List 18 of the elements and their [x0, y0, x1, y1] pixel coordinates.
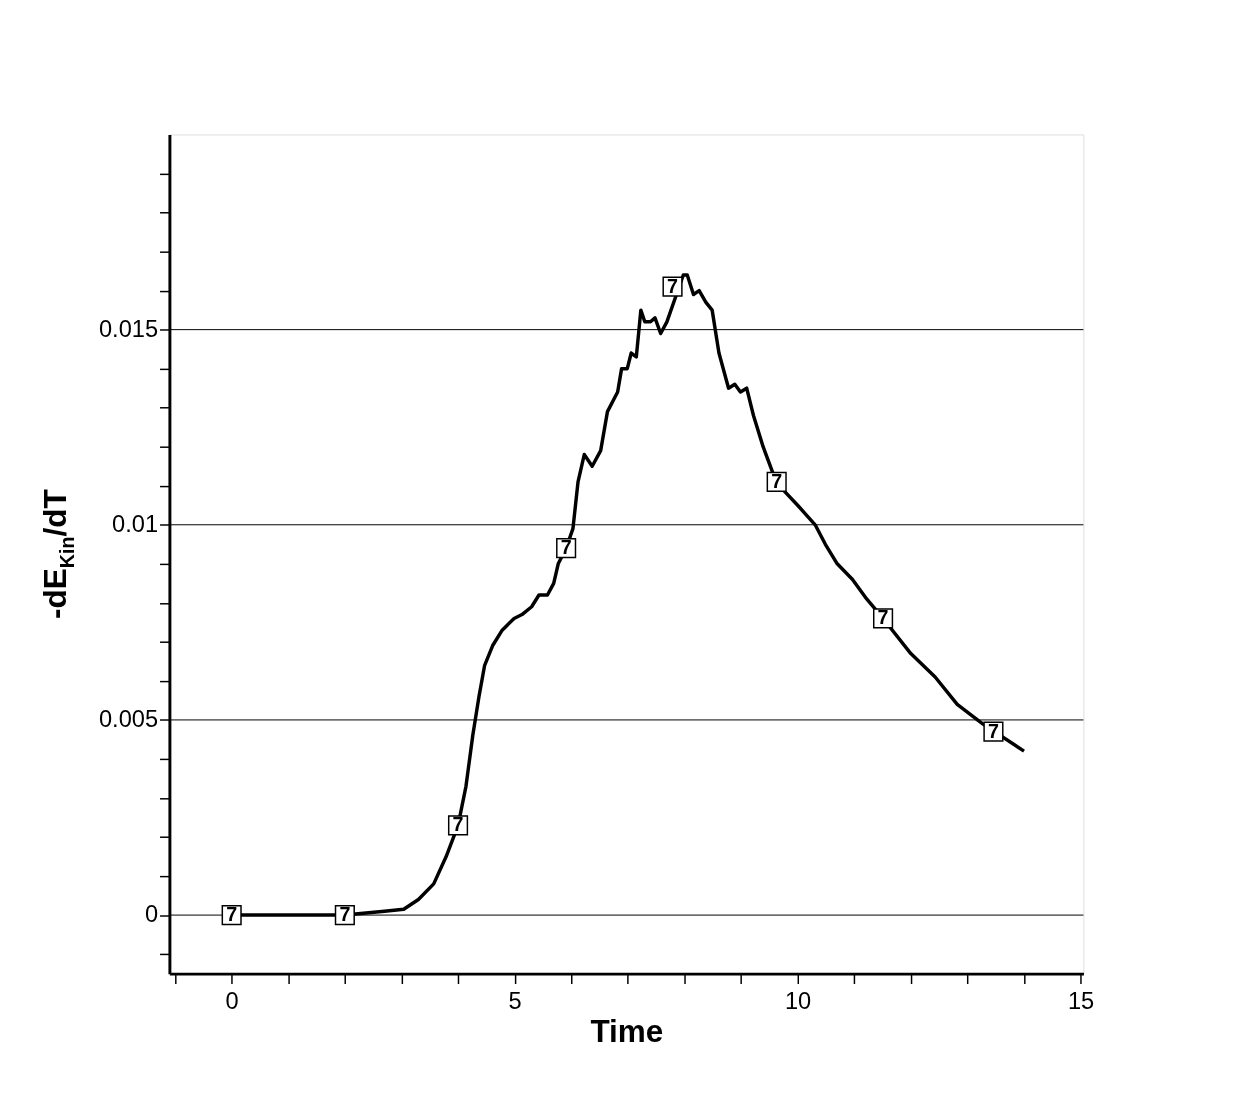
y-tick-label: 0.005 — [98, 706, 159, 733]
annotation: 7 — [877, 606, 889, 629]
annotation: 7 — [226, 903, 238, 925]
annotation: 7 — [560, 536, 572, 559]
y-tick-label: 0 — [144, 901, 159, 928]
annotation: 7 — [987, 719, 999, 742]
annotation: 7 — [667, 274, 679, 297]
annotation: 7 — [452, 813, 464, 836]
annotation: 7 — [339, 903, 351, 925]
x-tick-label: 10 — [784, 987, 812, 1014]
x-tick-label: 15 — [1067, 987, 1095, 1014]
annotation: 7 — [771, 469, 783, 492]
x-tick-label: 5 — [508, 987, 522, 1014]
y-tick-label: 0.01 — [112, 511, 159, 538]
x-axis-title: Time — [590, 1013, 664, 1050]
x-tick-label: 0 — [225, 987, 239, 1014]
y-axis-title: -dEKin/dT — [36, 489, 78, 619]
y-tick-label: 0.015 — [98, 316, 159, 343]
